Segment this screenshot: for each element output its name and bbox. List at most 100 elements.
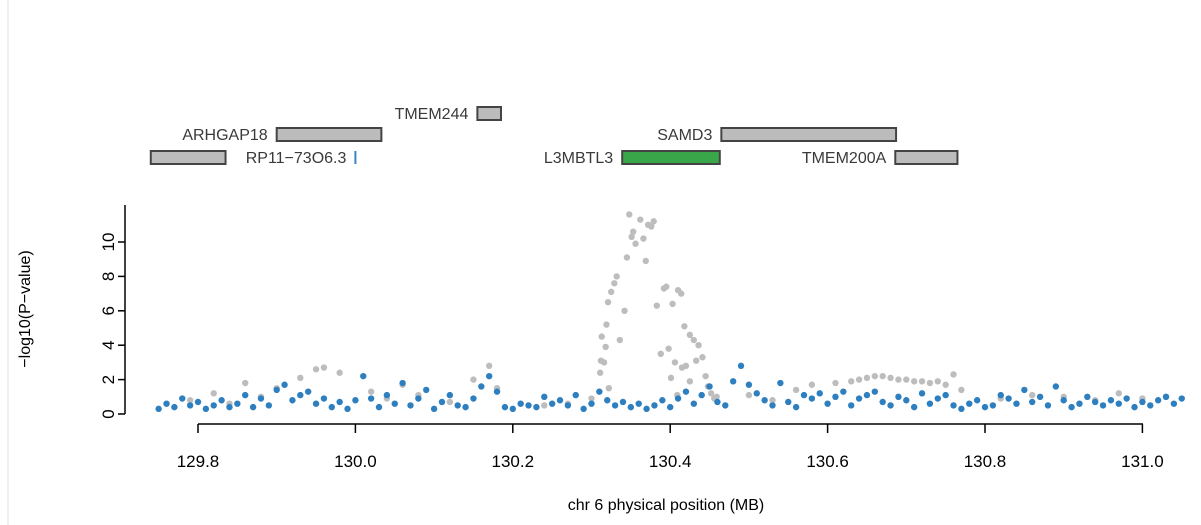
y-tick-label-3: 6 xyxy=(99,306,118,315)
gene-label-2: ARHGAP18 xyxy=(182,127,267,144)
blue-point-28 xyxy=(375,403,383,411)
blue-point-3 xyxy=(179,395,186,402)
blue-point-101 xyxy=(950,402,957,409)
gray-point-26 xyxy=(848,378,855,385)
gray-point-27 xyxy=(855,376,863,383)
peak-point-36 xyxy=(699,354,706,361)
peak-point-19 xyxy=(648,223,655,230)
peak-point-47 xyxy=(678,364,686,371)
y-tick-label-4: 8 xyxy=(99,272,118,281)
gray-point-14 xyxy=(446,398,454,406)
peak-point-20 xyxy=(650,218,657,225)
gene-box-2 xyxy=(275,127,383,142)
blue-point-50 xyxy=(548,400,556,407)
blue-point-8 xyxy=(218,397,225,404)
blue-point-77 xyxy=(761,397,768,404)
x-tick-label-5: 130.8 xyxy=(964,452,1007,471)
blue-point-84 xyxy=(816,390,823,397)
gray-point-9 xyxy=(336,369,343,376)
x-tick-label-3: 130.4 xyxy=(649,452,692,471)
gray-point-34 xyxy=(910,378,918,385)
gene-label-1: TMEM244 xyxy=(395,106,469,123)
blue-point-72 xyxy=(722,402,729,409)
gray-point-29 xyxy=(871,372,879,380)
blue-point-20 xyxy=(312,400,320,407)
peak-point-22 xyxy=(657,350,664,357)
blue-point-85 xyxy=(824,400,831,407)
blue-point-76 xyxy=(753,390,760,397)
blue-point-96 xyxy=(910,403,918,411)
blue-point-36 xyxy=(438,398,446,406)
blue-point-106 xyxy=(989,402,997,409)
peak-point-43 xyxy=(602,343,609,351)
blue-point-90 xyxy=(863,391,871,399)
blue-point-49 xyxy=(541,393,548,400)
blue-point-30 xyxy=(391,400,398,407)
blue-point-123 xyxy=(1123,395,1130,402)
blue-point-113 xyxy=(1044,402,1052,409)
gray-point-22 xyxy=(769,397,776,404)
blue-point-93 xyxy=(887,402,894,409)
blue-point-92 xyxy=(879,398,886,406)
peak-point-48 xyxy=(686,378,694,385)
blue-point-15 xyxy=(273,386,280,394)
blue-point-116 xyxy=(1068,403,1075,411)
blue-point-94 xyxy=(895,393,902,400)
blue-point-118 xyxy=(1084,393,1091,400)
gene-box-6 xyxy=(894,150,959,165)
blue-point-35 xyxy=(430,405,438,413)
blue-point-42 xyxy=(485,372,493,380)
gene-track: TMEM244 ARHGAP18 RP11−73O6.3 L3MBTL3 SAMD3 TM… xyxy=(149,106,959,167)
blue-point-74 xyxy=(737,362,745,370)
peak-point-37 xyxy=(702,372,709,380)
gray-point-42 xyxy=(1029,391,1036,399)
blue-point-33 xyxy=(415,395,422,402)
blue-point-115 xyxy=(1060,397,1067,404)
peak-point-29 xyxy=(678,290,685,297)
gene-label-4: L3MBTL3 xyxy=(544,150,613,167)
blue-point-45 xyxy=(509,405,516,413)
blue-point-34 xyxy=(423,386,430,394)
blue-point-23 xyxy=(336,398,343,406)
blue-point-78 xyxy=(769,402,776,409)
blue-point-121 xyxy=(1107,397,1115,404)
blue-point-130 xyxy=(1178,395,1185,402)
gray-point-0 xyxy=(186,397,194,404)
gray-point-24 xyxy=(808,381,816,388)
blue-point-32 xyxy=(407,402,414,409)
blue-point-73 xyxy=(729,378,737,385)
y-tick-label-5: 10 xyxy=(99,233,118,252)
blue-point-82 xyxy=(800,391,808,399)
blue-point-120 xyxy=(1099,402,1107,409)
blue-point-29 xyxy=(383,391,391,399)
peak-point-4 xyxy=(604,299,612,306)
blue-point-22 xyxy=(328,403,335,411)
blue-point-9 xyxy=(226,403,233,411)
blue-point-37 xyxy=(446,391,454,399)
blue-point-98 xyxy=(926,400,934,407)
x-tick-label-4: 130.6 xyxy=(806,452,849,471)
blue-point-129 xyxy=(1170,400,1178,407)
blue-point-48 xyxy=(533,403,540,411)
x-tick-label-1: 130.0 xyxy=(334,452,377,471)
blue-point-62 xyxy=(643,405,650,413)
gray-point-10 xyxy=(367,388,375,395)
blue-point-104 xyxy=(973,397,981,404)
blue-point-128 xyxy=(1162,393,1170,400)
peak-point-15 xyxy=(637,216,644,223)
blue-point-53 xyxy=(572,391,579,399)
y-axis: 0 2 4 6 8 10 xyxy=(99,205,126,419)
gene-box-5 xyxy=(720,127,898,142)
gray-point-31 xyxy=(887,374,894,382)
blue-point-12 xyxy=(249,403,257,411)
peak-point-44 xyxy=(605,385,613,392)
blue-point-56 xyxy=(596,388,603,395)
blue-point-1 xyxy=(163,400,170,407)
blue-point-65 xyxy=(667,403,674,411)
gray-point-15 xyxy=(470,376,477,383)
gray-point-7 xyxy=(312,366,320,373)
peak-point-1 xyxy=(598,333,605,340)
gray-point-33 xyxy=(903,376,910,383)
peak-point-27 xyxy=(671,359,679,366)
